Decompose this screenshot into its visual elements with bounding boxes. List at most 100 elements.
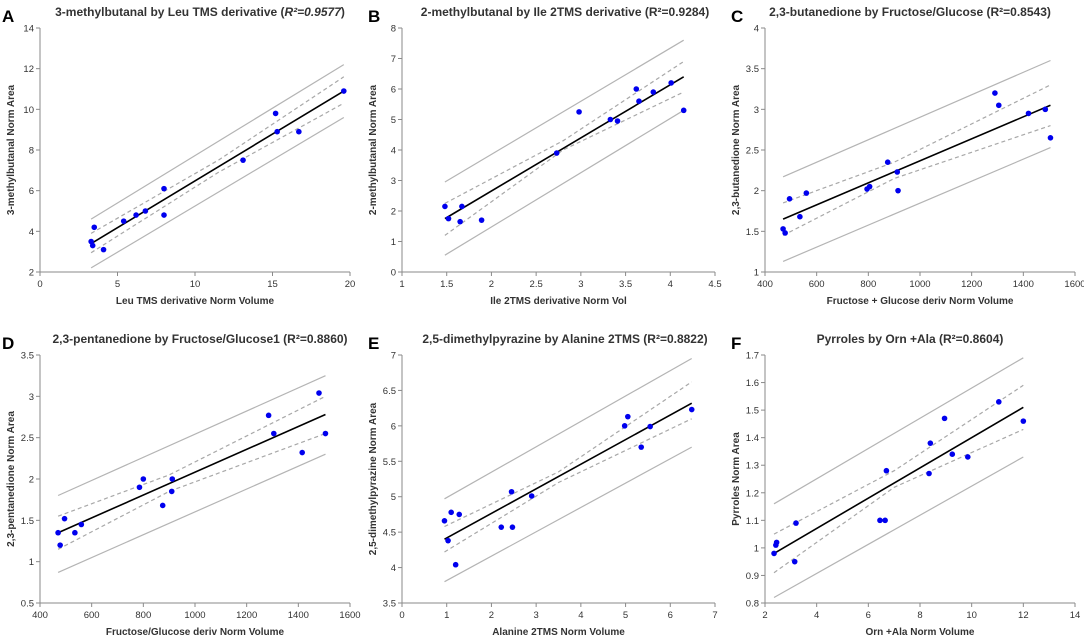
data-point (322, 430, 329, 437)
x-tick-label: 1600 (339, 610, 360, 621)
prediction-upper (444, 357, 692, 500)
confidence-upper (90, 76, 345, 234)
data-point (992, 90, 998, 96)
x-tick-label: 4 (668, 279, 673, 290)
y-tick-label: 1.1 (746, 516, 759, 527)
data-point (877, 517, 883, 524)
y-tick-label: 5 (391, 492, 396, 503)
data-point (638, 444, 645, 450)
data-point (633, 86, 640, 92)
y-tick-label: 5 (391, 115, 396, 126)
data-point (140, 476, 147, 482)
data-point (168, 488, 175, 495)
data-point (265, 412, 272, 419)
prediction-lower (57, 453, 326, 573)
data-point (509, 524, 516, 530)
y-tick-label: 8 (391, 24, 396, 35)
x-tick-label: 15 (267, 279, 278, 290)
y-tick-label: 2 (754, 186, 759, 197)
y-axis-label: 2-methylbutanal Norm Area (368, 84, 379, 215)
data-point (240, 157, 246, 163)
chart-title: Pyrroles by Orn +Ala (R²=0.8604) (817, 332, 1004, 346)
prediction-upper (444, 39, 685, 183)
y-tick-label: 0.5 (21, 599, 34, 610)
y-tick-label: 1.2 (746, 488, 759, 499)
data-point (159, 502, 166, 509)
y-tick-label: 2 (29, 475, 34, 486)
data-point (272, 110, 279, 117)
data-point (964, 454, 971, 460)
y-tick-label: 6 (29, 186, 34, 197)
data-point (941, 415, 948, 422)
data-point (341, 88, 347, 94)
y-tick-label: 2 (391, 207, 396, 218)
y-tick-label: 4 (29, 227, 34, 238)
x-tick-label: 2 (762, 610, 767, 621)
prediction-lower (773, 456, 1024, 599)
y-tick-label: 1.3 (746, 461, 759, 472)
data-point (72, 529, 78, 536)
x-tick-label: 1200 (961, 279, 982, 290)
y-tick-label: 3.5 (746, 64, 759, 75)
data-point (680, 107, 687, 114)
x-tick-label: 1400 (1013, 279, 1034, 290)
data-point (995, 399, 1002, 405)
y-tick-label: 1.5 (746, 227, 759, 238)
confidence-lower (57, 432, 326, 550)
x-tick-label: 1.5 (440, 279, 453, 290)
data-point (296, 128, 302, 135)
x-tick-label: 0 (37, 279, 42, 290)
data-point (274, 128, 280, 135)
x-tick-label: 4 (578, 610, 583, 621)
fit-line (773, 406, 1024, 555)
x-tick-label: 800 (135, 610, 151, 621)
y-tick-label: 3.5 (383, 599, 396, 610)
data-point (636, 98, 642, 104)
y-axis-label: 3-methylbutanal Norm Area (6, 84, 17, 215)
x-tick-label: 2.5 (530, 279, 543, 290)
panel-f: F Pyrroles by Orn +Ala (R²=0.8604) 2 4 6 8 10 1… (731, 332, 1080, 637)
prediction-lower (782, 147, 1051, 262)
data-point (120, 218, 127, 224)
panel-b: B 2-methylbutanal by Ile 2TMS derivative … (368, 5, 722, 307)
x-axis-label: Leu TMS derivative Norm Volume (116, 296, 275, 307)
x-tick-label: 3.5 (619, 279, 632, 290)
data-point (452, 561, 459, 568)
data-point (142, 208, 149, 214)
data-point (894, 169, 901, 175)
y-tick-label: 1 (29, 557, 34, 568)
y-axis-label: 2,3-pentanedione Norm Area (6, 411, 17, 547)
data-point (316, 390, 322, 396)
y-axis-label: 2,3-butanedione Norm Area (731, 84, 742, 215)
x-tick-label: 14 (1070, 610, 1081, 621)
data-point (1047, 135, 1054, 141)
fit-line (782, 104, 1051, 220)
y-tick-label: 14 (23, 24, 34, 35)
y-tick-label: 6 (391, 85, 396, 96)
y-tick-label: 1.6 (746, 378, 759, 389)
confidence-upper (444, 60, 685, 204)
data-point (478, 217, 485, 223)
x-tick-label: 8 (917, 610, 922, 621)
data-point (782, 230, 788, 236)
panel-a: A 3-methylbutanal by Leu TMS derivative (… (2, 5, 355, 307)
data-point (793, 520, 799, 526)
fit-line (57, 413, 326, 534)
data-point (61, 515, 68, 522)
x-tick-label: 12 (1018, 610, 1029, 621)
data-point (445, 537, 451, 544)
x-axis-label: Fructose + Glucose deriv Norm Volume (827, 296, 1014, 307)
data-point (100, 246, 107, 253)
y-tick-label: 8 (29, 146, 34, 157)
prediction-lower (444, 446, 692, 583)
chart-title: 2,5-dimethylpyrazine by Alanine 2TMS (R²… (422, 332, 707, 346)
panel-c: C 2,3-butanedione by Fructose/Glucose (R²… (731, 5, 1084, 307)
x-tick-label: 5 (623, 610, 628, 621)
x-tick-label: 800 (860, 279, 876, 290)
x-tick-label: 0 (399, 610, 404, 621)
prediction-lower (444, 109, 685, 256)
confidence-lower (444, 91, 684, 236)
confidence-lower (782, 125, 1051, 236)
fit-line (90, 90, 345, 245)
